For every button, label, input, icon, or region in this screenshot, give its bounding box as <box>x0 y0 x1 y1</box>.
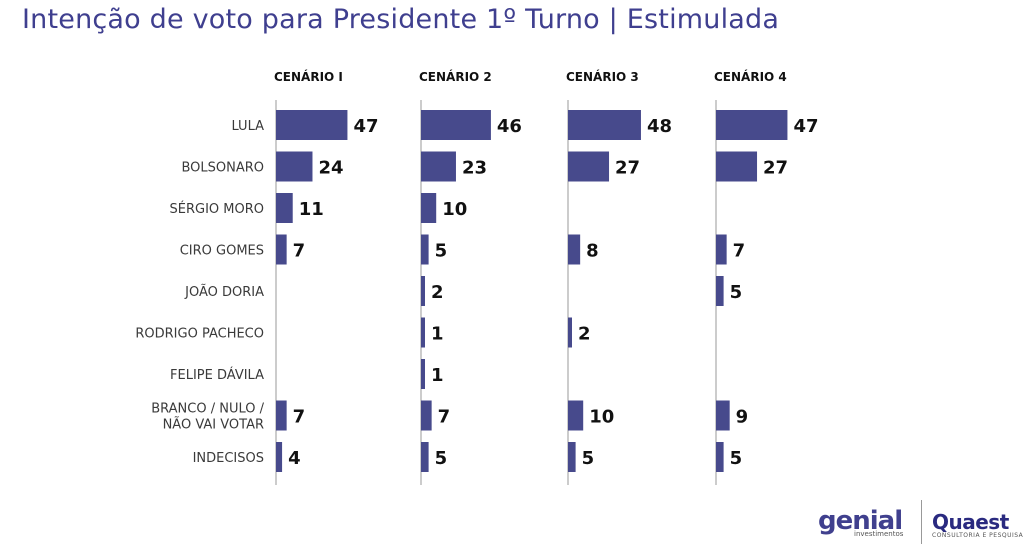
quaest-logo: Quaest CONSULTORIA E PESQUISA <box>932 510 1024 539</box>
data-label: 47 <box>353 116 378 137</box>
chart-title: Intenção de voto para Presidente 1º Turn… <box>22 4 780 35</box>
bar <box>568 442 576 472</box>
data-label: 46 <box>497 116 522 137</box>
category-label: RODRIGO PACHECO <box>135 327 264 342</box>
bar <box>421 359 425 389</box>
category-label: FELIPE DÁVILA <box>170 367 264 383</box>
category-label: LULA <box>231 119 264 134</box>
bar <box>568 151 610 182</box>
bar <box>276 110 348 140</box>
bar <box>716 442 724 472</box>
data-label: 5 <box>730 448 743 469</box>
bar <box>276 442 283 472</box>
bar <box>276 400 287 431</box>
bar <box>716 234 727 265</box>
data-label: 7 <box>438 407 451 428</box>
bar <box>568 400 584 431</box>
bar <box>421 234 429 265</box>
bar <box>421 151 456 182</box>
data-label: 5 <box>582 448 595 469</box>
category-label: CIRO GOMES <box>180 244 264 259</box>
category-label: SÉRGIO MORO <box>170 201 265 217</box>
data-label: 1 <box>431 365 444 386</box>
data-label: 11 <box>299 199 324 220</box>
data-label: 27 <box>615 158 640 179</box>
logo-divider <box>921 500 922 544</box>
data-label: 5 <box>435 241 448 262</box>
category-label: BRANCO / NULO / NÃO VAI VOTAR <box>151 402 264 433</box>
bar-chart: LULA BOLSONARO SÉRGIO MORO CIRO GOMES JOÃO D… <box>135 69 819 485</box>
category-label: BOLSONARO <box>181 161 264 176</box>
data-label: 2 <box>431 282 444 303</box>
genial-logo: genial investimentos <box>818 506 904 538</box>
data-label: 24 <box>318 158 343 179</box>
data-label: 4 <box>288 448 301 469</box>
bar <box>716 276 724 306</box>
data-label: 7 <box>733 241 746 262</box>
bar <box>276 151 313 182</box>
category-label: INDECISOS <box>193 451 264 466</box>
data-label: 10 <box>442 199 467 220</box>
data-label: 48 <box>647 116 672 137</box>
data-label: 27 <box>763 158 788 179</box>
bar <box>568 234 581 265</box>
scenario-header: CENÁRIO 4 <box>714 69 787 84</box>
bar <box>276 234 287 265</box>
bar <box>421 400 432 431</box>
bar <box>421 193 437 223</box>
data-label: 7 <box>293 241 306 262</box>
data-label: 5 <box>435 448 448 469</box>
bar <box>421 110 491 140</box>
bar <box>276 193 293 223</box>
data-label: 47 <box>793 116 818 137</box>
scenario-header: CENÁRIO I <box>274 69 343 84</box>
data-label: 9 <box>736 407 749 428</box>
bar <box>716 110 788 140</box>
category-label: JOÃO DORIA <box>184 284 264 300</box>
data-label: 2 <box>578 324 591 345</box>
bar <box>421 442 429 472</box>
data-label: 10 <box>589 407 614 428</box>
data-label: 8 <box>586 241 599 262</box>
data-label: 7 <box>293 407 306 428</box>
bar <box>716 151 758 182</box>
bar <box>568 317 572 348</box>
bar <box>716 400 730 431</box>
bar <box>568 110 641 140</box>
bar <box>421 276 425 306</box>
bar <box>421 317 425 348</box>
scenario-header: CENÁRIO 3 <box>566 69 639 84</box>
data-label: 1 <box>431 324 444 345</box>
data-label: 23 <box>462 158 487 179</box>
scenario-header: CENÁRIO 2 <box>419 69 492 84</box>
data-label: 5 <box>730 282 743 303</box>
